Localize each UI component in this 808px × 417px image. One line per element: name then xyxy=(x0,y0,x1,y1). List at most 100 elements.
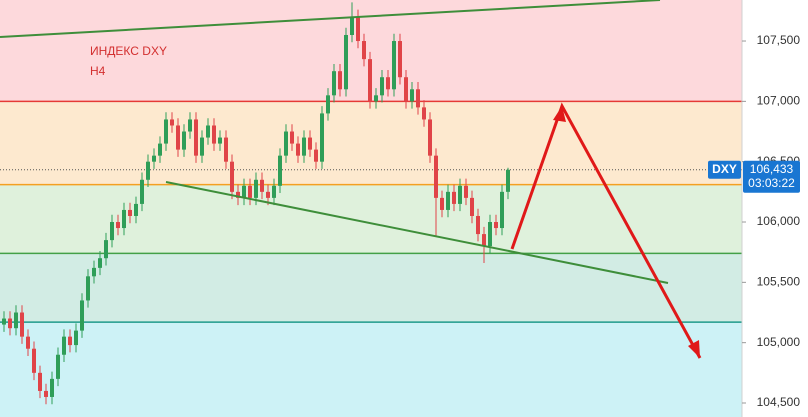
candle-body xyxy=(236,191,240,198)
candle-body xyxy=(374,95,378,102)
y-tick-label: 107,500 xyxy=(757,33,801,47)
candle-body xyxy=(482,234,486,247)
candle-body xyxy=(140,179,144,204)
candle-body xyxy=(110,222,114,241)
candle-body xyxy=(116,222,120,229)
candle-body xyxy=(14,312,18,329)
candle-body xyxy=(272,185,276,198)
symbol-label: DXY xyxy=(712,162,737,176)
candle-body xyxy=(380,77,384,96)
candle-body xyxy=(356,16,360,42)
y-tick-label: 107,000 xyxy=(757,94,801,108)
zone xyxy=(0,322,742,417)
candle-body xyxy=(488,222,492,247)
zone xyxy=(0,101,742,185)
candle-body xyxy=(128,209,132,216)
candle-body xyxy=(164,119,168,144)
trend-line xyxy=(0,0,661,38)
zone xyxy=(0,253,742,323)
candle-body xyxy=(428,119,432,156)
y-tick-label: 105,000 xyxy=(757,335,801,349)
candle-body xyxy=(200,137,204,156)
candle-body xyxy=(296,143,300,156)
candle-body xyxy=(416,89,420,108)
candle-body xyxy=(248,185,252,198)
candle-body xyxy=(350,16,354,35)
candle-body xyxy=(218,137,222,144)
candle-body xyxy=(50,378,54,397)
candle-body xyxy=(458,185,462,204)
candle-body xyxy=(242,185,246,198)
candle-body xyxy=(308,137,312,150)
candle-body xyxy=(434,155,438,198)
symbol-tag xyxy=(708,160,741,179)
candle-body xyxy=(494,222,498,229)
candle-body xyxy=(284,131,288,156)
candle-body xyxy=(446,191,450,210)
candle-body xyxy=(230,161,234,192)
candle-body xyxy=(302,137,306,156)
candle-body xyxy=(56,354,60,379)
candle-body xyxy=(122,209,126,229)
candle-body xyxy=(476,215,480,235)
candle-body xyxy=(326,95,330,114)
candle-body xyxy=(254,179,258,198)
candle-body xyxy=(404,77,408,102)
candle-body xyxy=(386,77,390,90)
price-label: 106,433 xyxy=(750,162,794,176)
y-tick-label: 104,500 xyxy=(757,395,801,409)
candle-body xyxy=(152,155,156,162)
candle-body xyxy=(146,161,150,180)
candle-body xyxy=(398,41,402,78)
candle-body xyxy=(38,372,42,391)
candle-body xyxy=(32,348,36,373)
zone xyxy=(0,184,742,254)
candle-body xyxy=(506,169,510,192)
candle-body xyxy=(392,41,396,90)
candle-body xyxy=(368,59,372,102)
candle-body xyxy=(260,179,264,192)
candle-body xyxy=(344,34,348,90)
arrow-head xyxy=(688,340,700,358)
candle-body xyxy=(206,125,210,138)
candle-body xyxy=(74,330,78,346)
chart-subtitle: H4 xyxy=(90,64,106,78)
candle-body xyxy=(194,119,198,156)
candle-body xyxy=(338,71,342,90)
candle-body xyxy=(104,240,108,259)
candle-body xyxy=(170,119,174,126)
y-tick-label: 105,500 xyxy=(757,275,801,289)
candle-body xyxy=(464,185,468,198)
candle-body xyxy=(314,149,318,162)
y-tick-label: 106,000 xyxy=(757,214,801,228)
candle-body xyxy=(80,300,84,331)
price-axis xyxy=(742,0,808,417)
candle-body xyxy=(176,125,180,150)
candle-body xyxy=(188,119,192,132)
candle-body xyxy=(62,336,66,355)
candle-body xyxy=(362,41,366,60)
candle-body xyxy=(500,191,504,229)
candle-body xyxy=(332,71,336,96)
candle-body xyxy=(86,276,90,301)
candle-body xyxy=(266,191,270,198)
candle-body xyxy=(98,258,102,268)
candle-body xyxy=(224,137,228,162)
candle-body xyxy=(470,197,474,216)
candle-body xyxy=(68,336,72,346)
trend-line xyxy=(165,181,669,284)
candle-body xyxy=(278,155,282,186)
candle-body xyxy=(182,131,186,150)
candle-body xyxy=(212,125,216,144)
arrow-head xyxy=(553,106,566,122)
candle-body xyxy=(20,312,24,337)
price-tag xyxy=(743,160,800,193)
candle-body xyxy=(2,318,6,325)
candle-body xyxy=(26,336,30,349)
candle-body xyxy=(134,203,138,216)
candle-body xyxy=(44,390,48,397)
candle-body xyxy=(92,267,96,277)
candle-body xyxy=(158,143,162,156)
candle-body xyxy=(8,318,12,329)
candle-body xyxy=(290,131,294,144)
